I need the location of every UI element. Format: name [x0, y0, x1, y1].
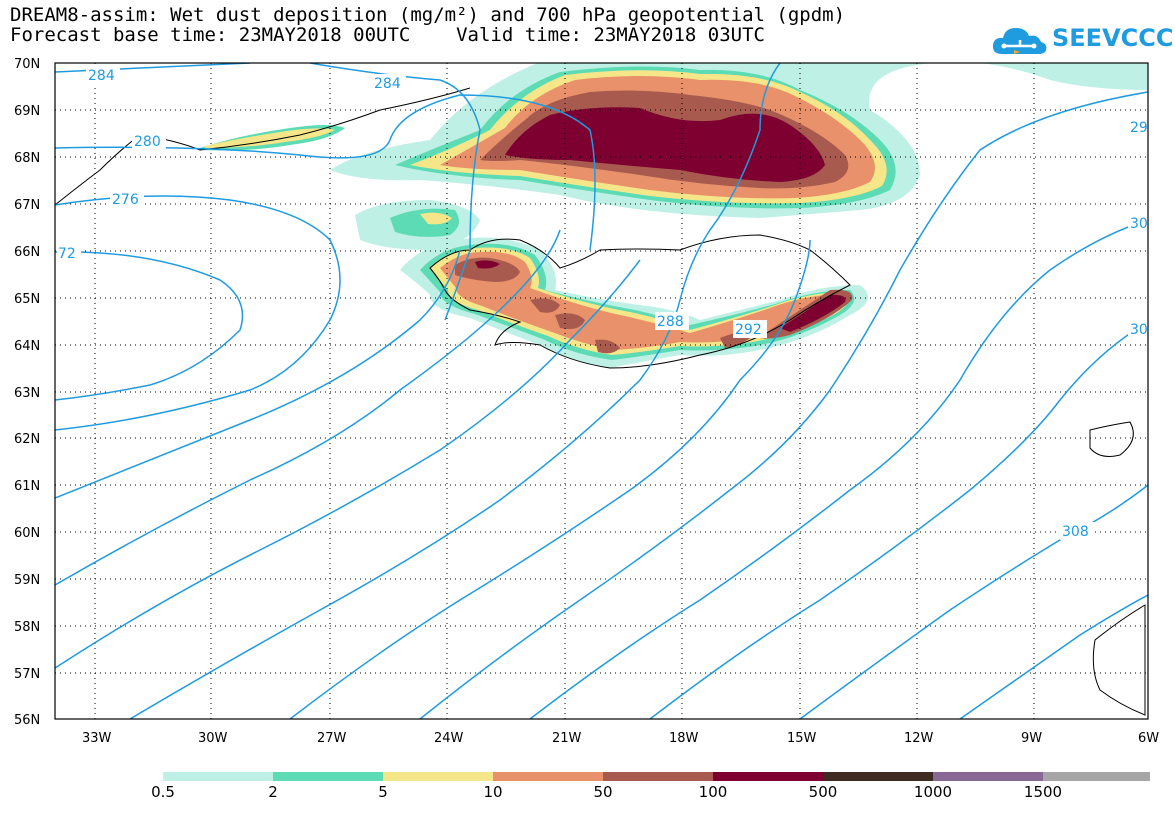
lon-label: 24W — [434, 731, 464, 746]
map-subtitle: Forecast base time: 23MAY2018 00UTC Vali… — [10, 24, 765, 46]
contour-label-30-b: 30 — [1130, 322, 1148, 338]
legend-label: 100 — [698, 783, 728, 801]
contour-label-29: 29 — [1130, 120, 1148, 136]
contour-label-276: 276 — [112, 192, 139, 208]
legend-swatch — [493, 772, 603, 781]
legend-swatch — [933, 772, 1043, 781]
lat-label: 65N — [14, 292, 40, 307]
legend-label: 1500 — [1023, 783, 1063, 801]
graticule — [55, 63, 1148, 719]
contour-label-284-a: 284 — [88, 68, 115, 84]
legend-swatch — [163, 772, 273, 781]
lat-label: 59N — [14, 573, 40, 588]
legend-label: 5 — [378, 783, 388, 801]
legend-label: 2 — [268, 783, 278, 801]
lat-label: 56N — [14, 713, 40, 728]
legend-label: 500 — [808, 783, 838, 801]
lat-label: 62N — [14, 432, 40, 447]
lat-label: 58N — [14, 620, 40, 635]
legend-label: 0.5 — [151, 783, 175, 801]
legend-label: 50 — [593, 783, 613, 801]
contour-label-30-a: 30 — [1130, 216, 1148, 232]
lat-label: 60N — [14, 526, 40, 541]
lon-label: 30W — [198, 731, 228, 746]
geopotential-contours — [55, 63, 1148, 719]
legend-swatch — [383, 772, 493, 781]
lon-label: 18W — [669, 731, 699, 746]
lon-label: 6W — [1138, 731, 1159, 746]
lon-label: 27W — [317, 731, 347, 746]
cloud-logo-icon — [992, 28, 1047, 54]
lat-label: 63N — [14, 386, 40, 401]
contour-label-292: 292 — [735, 322, 762, 338]
lat-label: 66N — [14, 245, 40, 260]
lon-label: 33W — [82, 731, 112, 746]
map-frame — [54, 62, 1149, 720]
lat-label: 57N — [14, 667, 40, 682]
lon-label: 15W — [787, 731, 817, 746]
contour-label-308: 308 — [1062, 524, 1089, 540]
legend-swatch — [713, 772, 823, 781]
contour-label-284-b: 284 — [374, 76, 401, 92]
lat-label: 64N — [14, 339, 40, 354]
contour-label-288: 288 — [657, 314, 684, 330]
logo-text: SEEVCCC — [1052, 24, 1174, 52]
legend-swatch — [273, 772, 383, 781]
lat-label: 68N — [14, 151, 40, 166]
contour-label-280: 280 — [134, 134, 161, 150]
legend-swatch — [1043, 772, 1150, 781]
legend-label: 10 — [483, 783, 503, 801]
lon-label: 21W — [552, 731, 582, 746]
lon-label: 9W — [1021, 731, 1042, 746]
seevccc-logo: SEEVCCC — [990, 20, 1174, 60]
lat-label: 69N — [14, 104, 40, 119]
lat-label: 70N — [14, 57, 40, 72]
legend-colorbar — [163, 772, 1150, 781]
legend-swatch — [603, 772, 713, 781]
contour-label-72: 72 — [58, 246, 76, 262]
lon-label: 12W — [904, 731, 934, 746]
legend-swatch — [823, 772, 933, 781]
lat-label: 67N — [14, 198, 40, 213]
lat-label: 61N — [14, 479, 40, 494]
legend-label: 1000 — [913, 783, 953, 801]
map-title: DREAM8-assim: Wet dust deposition (mg/m²… — [10, 4, 846, 26]
